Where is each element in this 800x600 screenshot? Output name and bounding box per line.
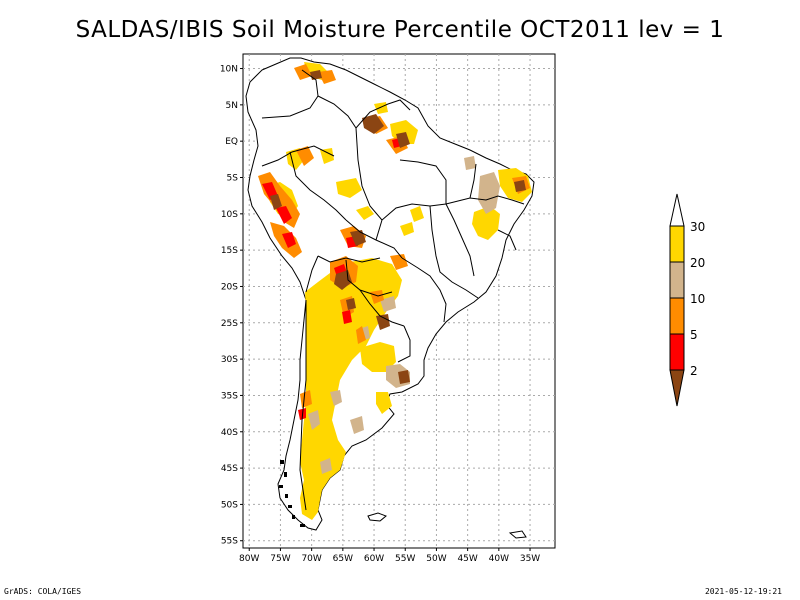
footer-timestamp: 2021-05-12-19:21 xyxy=(704,587,782,596)
legend-label-30: 30 xyxy=(690,220,705,234)
lat-tick-label: 45S xyxy=(221,464,238,474)
lon-tick-label: 70W xyxy=(301,554,321,564)
legend-label-20: 20 xyxy=(690,256,705,270)
legend-20-30 xyxy=(669,225,685,263)
lat-tick-label: 5N xyxy=(226,101,238,111)
legend-colorbar xyxy=(669,193,685,407)
legend-label-5: 5 xyxy=(690,328,698,342)
lon-tick-label: 80W xyxy=(239,554,259,564)
legend-label-10: 10 xyxy=(690,292,705,306)
lat-tick-label: 15S xyxy=(221,246,238,256)
legend-5-10 xyxy=(669,297,685,335)
lat-tick-label: 25S xyxy=(221,319,238,329)
lon-tick-label: 50W xyxy=(426,554,446,564)
lon-tick-label: 75W xyxy=(270,554,290,564)
legend-above-30 xyxy=(669,193,685,227)
islands xyxy=(367,512,527,539)
legend-labels: 2 5 10 20 30 xyxy=(690,220,705,378)
lat-tick-label: 10N xyxy=(220,65,238,75)
lat-tick-label: 55S xyxy=(221,537,238,547)
lon-tick-label: 60W xyxy=(364,554,384,564)
lat-tick-label: 5S xyxy=(227,174,239,184)
lon-tick-label: 40W xyxy=(489,554,509,564)
country-borders xyxy=(261,69,525,511)
percentile-below-2-areas xyxy=(270,70,526,384)
latitude-labels: 10N 5N EQ 5S 10S 15S 20S 25S 30S 35S 40S 45S 50S 55S xyxy=(220,65,243,547)
legend-2-5 xyxy=(669,333,685,371)
lon-tick-label: 45W xyxy=(457,554,477,564)
lat-tick-label: 10S xyxy=(221,210,238,220)
lon-tick-label: 35W xyxy=(520,554,540,564)
legend-10-20 xyxy=(669,261,685,299)
chilean-fjords xyxy=(279,460,305,527)
lat-tick-label: EQ xyxy=(225,137,238,147)
lat-tick-label: 20S xyxy=(221,282,238,292)
map-area xyxy=(245,57,535,539)
legend-below-2 xyxy=(669,369,685,407)
map-title: SALDAS/IBIS Soil Moisture Percentile OCT… xyxy=(75,17,725,43)
lon-tick-label: 55W xyxy=(395,554,415,564)
footer-credit: GrADS: COLA/IGES xyxy=(4,587,82,596)
lat-tick-label: 30S xyxy=(221,355,238,365)
lat-tick-label: 50S xyxy=(221,500,238,510)
lat-tick-label: 35S xyxy=(221,391,238,401)
legend-label-2: 2 xyxy=(690,364,698,378)
longitude-labels: 80W 75W 70W 65W 60W 55W 50W 45W 40W 35W xyxy=(239,548,540,564)
lon-tick-label: 65W xyxy=(333,554,353,564)
lat-tick-label: 40S xyxy=(221,428,238,438)
